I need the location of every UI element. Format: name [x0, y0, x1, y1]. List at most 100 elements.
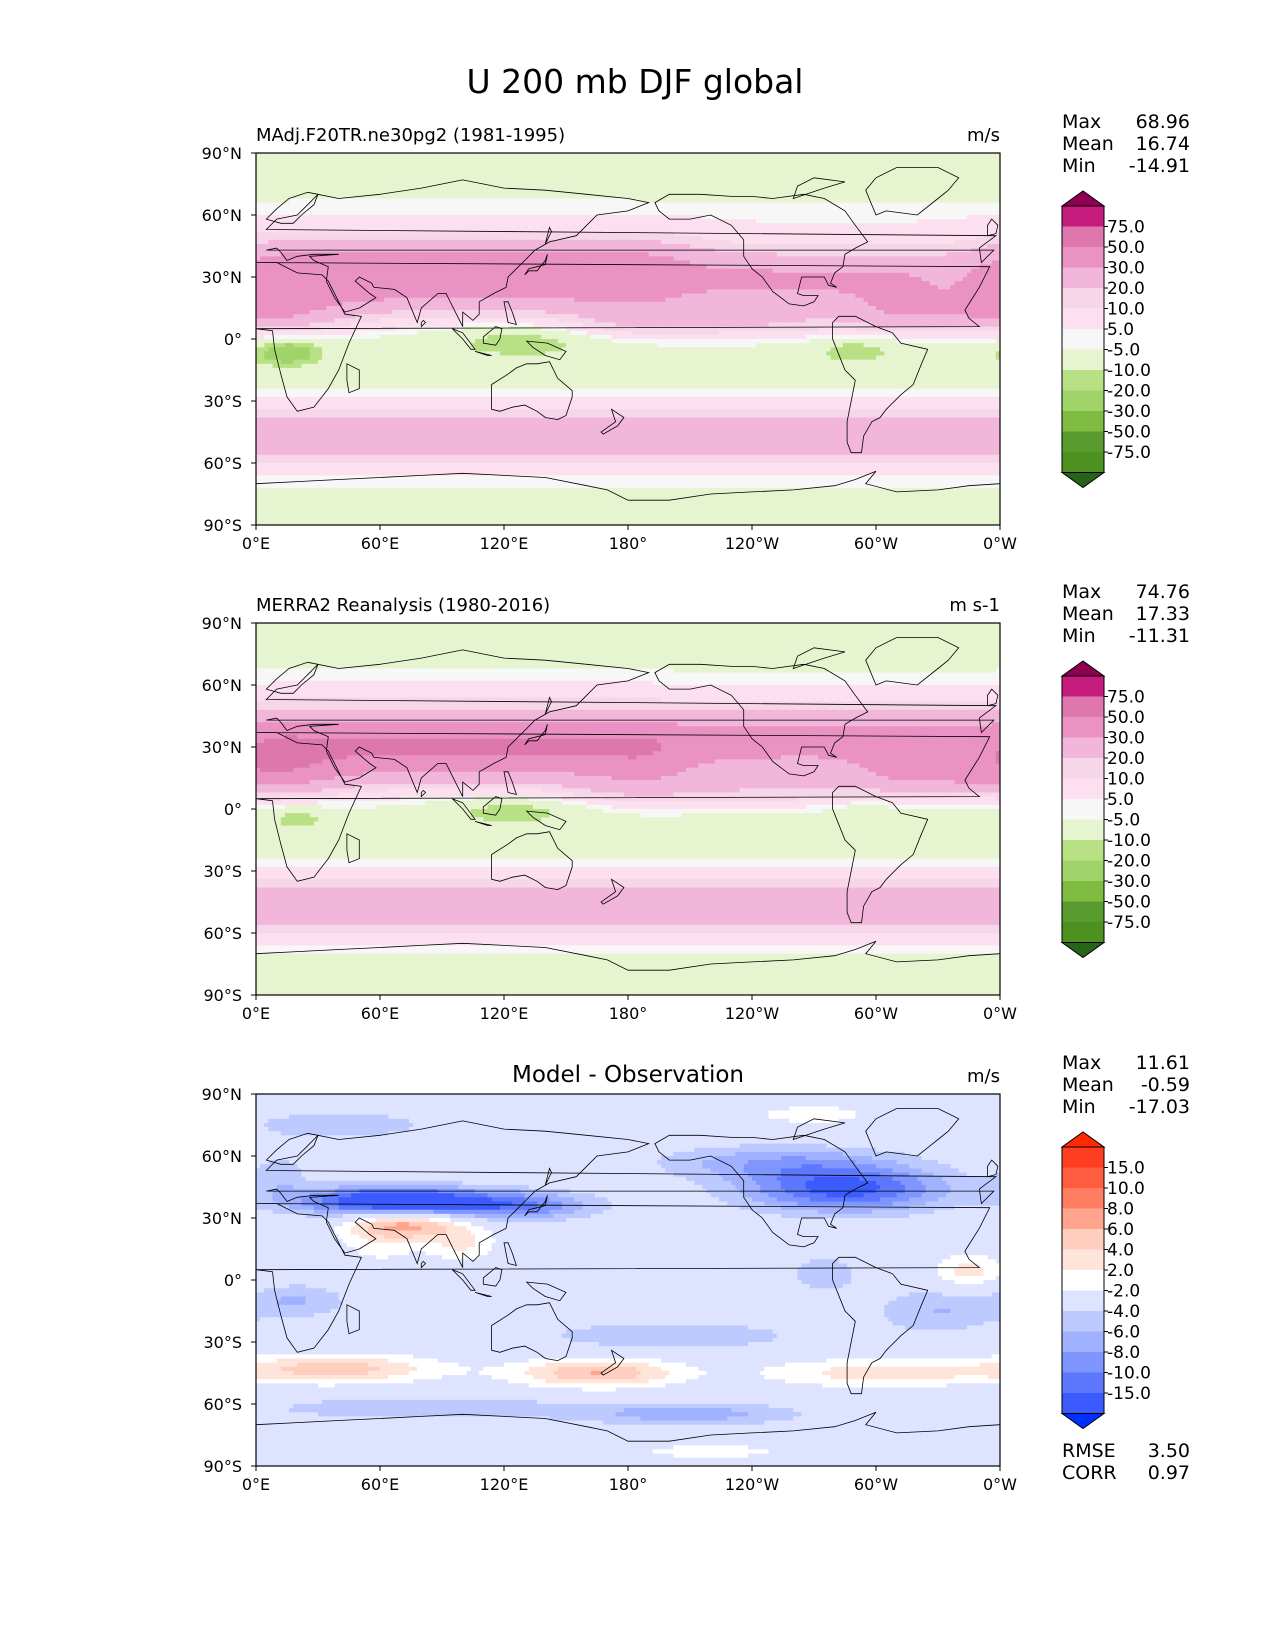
- field-cell: [256, 355, 265, 361]
- field-cell: [256, 1147, 695, 1153]
- coastline: [420, 789, 427, 798]
- coastline: [865, 167, 960, 216]
- field-cell: [809, 339, 898, 344]
- field-cell: [995, 1275, 1000, 1281]
- field-cell: [586, 330, 633, 336]
- field-cell: [537, 1399, 1000, 1405]
- field-cell: [256, 1337, 571, 1343]
- field-cell: [256, 755, 348, 760]
- field-cell: [256, 1412, 319, 1417]
- field-cell: [256, 1325, 592, 1331]
- field-cell: [991, 1354, 1000, 1360]
- field-cell: [780, 1205, 910, 1211]
- field-cell: [561, 800, 588, 806]
- field-cell: [446, 1230, 472, 1236]
- field-cell: [483, 817, 542, 822]
- field-cell: [256, 463, 1000, 468]
- field-cell: [256, 1151, 675, 1157]
- field-cell: [334, 318, 381, 324]
- field-cell: [342, 301, 869, 307]
- colorbar-label: -10.0: [1107, 361, 1151, 381]
- field-cell: [413, 1354, 993, 1360]
- colorbar-swatch: [1062, 1188, 1104, 1209]
- field-cell: [346, 1242, 443, 1248]
- field-cell: [256, 689, 1000, 694]
- field-cell: [995, 231, 1000, 237]
- field-cell: [256, 1342, 600, 1347]
- field-cell: [256, 676, 1000, 682]
- field-cell: [830, 347, 881, 352]
- field-cell: [942, 1292, 993, 1298]
- field-cell: [557, 1193, 596, 1198]
- colorbar-label: -5.0: [1107, 811, 1140, 831]
- field-cell: [545, 310, 885, 315]
- field-cell: [256, 875, 1000, 880]
- field-cell: [661, 1358, 827, 1364]
- field-cell: [958, 1263, 980, 1269]
- field-cell: [702, 1164, 745, 1169]
- field-cell: [851, 1271, 939, 1277]
- field-cell: [272, 363, 303, 369]
- field-cell: [615, 1412, 749, 1417]
- field-cell: [690, 243, 989, 249]
- coastline: [544, 226, 552, 245]
- coastline: [265, 649, 998, 797]
- field-cell: [256, 260, 691, 266]
- field-cell: [640, 1370, 670, 1376]
- field-cell: [991, 1292, 1000, 1298]
- field-cell: [256, 281, 931, 286]
- field-cell: [710, 1193, 745, 1198]
- field-cell: [954, 1267, 985, 1273]
- field-cell: [256, 713, 1000, 719]
- coastline: [420, 1260, 427, 1269]
- x-tick-label: 180°: [609, 534, 648, 553]
- field-cell: [413, 1234, 476, 1240]
- panel-title: MAdj.F20TR.ne30pg2 (1981-1995): [256, 125, 565, 146]
- field-cell: [933, 1308, 951, 1314]
- field-cell: [355, 1218, 377, 1223]
- stat-label: Max: [1062, 581, 1101, 603]
- field-cell: [495, 1238, 1000, 1244]
- field-cell: [309, 322, 352, 328]
- field-cell: [809, 1197, 881, 1203]
- field-cell: [256, 446, 1000, 452]
- coastline: [792, 177, 846, 200]
- field-cell: [780, 1156, 807, 1161]
- colorbar-label: 20.0: [1107, 749, 1145, 769]
- colorbar-swatch: [1062, 758, 1104, 779]
- colorbar-swatch: [1062, 288, 1104, 309]
- y-tick-label: 30°S: [203, 862, 242, 881]
- field-cell: [256, 986, 1000, 992]
- field-cell: [256, 1164, 261, 1169]
- panel-title: MERRA2 Reanalysis (1980-2016): [256, 595, 550, 616]
- field-cell: [256, 1461, 1000, 1466]
- field-cell: [256, 933, 1000, 938]
- field-cell: [950, 1184, 1000, 1190]
- field-cell: [946, 1180, 1000, 1186]
- field-cell: [954, 281, 1000, 286]
- field-cell: [268, 347, 311, 352]
- field-cell: [309, 763, 699, 769]
- field-cell: [256, 1445, 675, 1451]
- field-cell: [256, 928, 1000, 934]
- coastline: [654, 1134, 869, 1248]
- field-cell: [950, 1255, 989, 1260]
- field-cell: [256, 982, 1000, 988]
- field-cell: [260, 1317, 889, 1322]
- field-cell: [942, 1275, 997, 1281]
- field-cell: [454, 1193, 489, 1198]
- coastlines: [256, 167, 1000, 501]
- field-cell: [256, 627, 1000, 632]
- stat-value: -14.91: [1129, 155, 1190, 177]
- field-cell: [256, 635, 1000, 641]
- field-cell: [673, 231, 997, 237]
- field-cell: [735, 1184, 761, 1190]
- field-cell: [256, 169, 1000, 175]
- y-tick-label: 90°N: [202, 144, 242, 163]
- field-cell: [256, 243, 691, 249]
- x-tick-label: 120°W: [725, 1004, 780, 1023]
- field-cell: [256, 837, 1000, 843]
- field-cell: [256, 953, 1000, 959]
- field-cell: [256, 351, 265, 357]
- field-cell: [995, 668, 1000, 674]
